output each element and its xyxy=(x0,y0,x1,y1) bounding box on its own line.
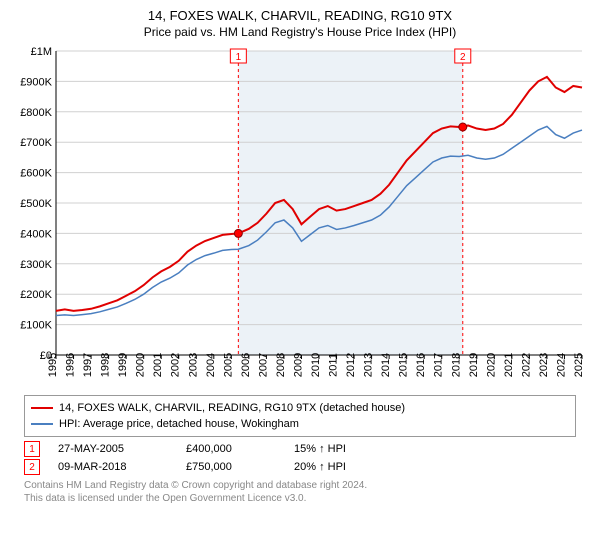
container: 14, FOXES WALK, CHARVIL, READING, RG10 9… xyxy=(0,0,600,560)
svg-text:1998: 1998 xyxy=(100,353,112,377)
svg-text:2022: 2022 xyxy=(520,353,532,377)
svg-text:2003: 2003 xyxy=(187,353,199,377)
transaction-row: 1 27-MAY-2005 £400,000 15% ↑ HPI xyxy=(24,441,600,457)
svg-text:1999: 1999 xyxy=(117,353,129,377)
svg-text:2013: 2013 xyxy=(363,353,375,377)
svg-text:2006: 2006 xyxy=(240,353,252,377)
svg-text:£700K: £700K xyxy=(20,137,52,149)
legend-swatch xyxy=(31,423,53,425)
footer-line-2: This data is licensed under the Open Gov… xyxy=(24,492,576,505)
svg-text:£300K: £300K xyxy=(20,259,52,271)
svg-text:2019: 2019 xyxy=(468,353,480,377)
svg-text:£400K: £400K xyxy=(20,228,52,240)
svg-text:2018: 2018 xyxy=(450,353,462,377)
svg-text:2012: 2012 xyxy=(345,353,357,377)
page-subtitle: Price paid vs. HM Land Registry's House … xyxy=(0,23,600,39)
svg-text:2002: 2002 xyxy=(170,353,182,377)
svg-text:1996: 1996 xyxy=(65,353,77,377)
svg-text:£500K: £500K xyxy=(20,198,52,210)
svg-text:2020: 2020 xyxy=(485,353,497,377)
svg-text:£600K: £600K xyxy=(20,168,52,180)
svg-text:£900K: £900K xyxy=(20,76,52,88)
svg-text:2023: 2023 xyxy=(538,353,550,377)
legend: 14, FOXES WALK, CHARVIL, READING, RG10 9… xyxy=(24,395,576,437)
svg-text:2021: 2021 xyxy=(503,353,515,377)
svg-text:2011: 2011 xyxy=(328,353,340,377)
page-title: 14, FOXES WALK, CHARVIL, READING, RG10 9… xyxy=(0,0,600,23)
footer-line-1: Contains HM Land Registry data © Crown c… xyxy=(24,479,576,492)
svg-text:2004: 2004 xyxy=(205,353,217,377)
transaction-date: 09-MAR-2018 xyxy=(58,461,168,473)
svg-text:2007: 2007 xyxy=(257,353,269,377)
svg-text:£800K: £800K xyxy=(20,107,52,119)
svg-text:2017: 2017 xyxy=(433,353,445,377)
chart-svg: £0£100K£200K£300K£400K£500K£600K£700K£80… xyxy=(12,45,588,391)
legend-swatch xyxy=(31,407,53,409)
svg-text:2024: 2024 xyxy=(555,353,567,377)
transaction-marker: 1 xyxy=(24,441,40,457)
svg-text:2015: 2015 xyxy=(398,353,410,377)
footer: Contains HM Land Registry data © Crown c… xyxy=(24,479,576,505)
transaction-delta: 15% ↑ HPI xyxy=(294,443,346,455)
svg-text:£200K: £200K xyxy=(20,289,52,301)
svg-text:2009: 2009 xyxy=(292,353,304,377)
chart: £0£100K£200K£300K£400K£500K£600K£700K£80… xyxy=(12,45,588,391)
transaction-row: 2 09-MAR-2018 £750,000 20% ↑ HPI xyxy=(24,459,600,475)
transactions: 1 27-MAY-2005 £400,000 15% ↑ HPI 2 09-MAR-201… xyxy=(0,441,600,475)
svg-text:£1M: £1M xyxy=(31,46,52,58)
svg-text:2016: 2016 xyxy=(415,353,427,377)
svg-text:2005: 2005 xyxy=(222,353,234,377)
svg-text:2: 2 xyxy=(460,52,466,63)
legend-item: HPI: Average price, detached house, Woki… xyxy=(31,416,569,432)
svg-text:2001: 2001 xyxy=(152,353,164,377)
transaction-price: £750,000 xyxy=(186,461,276,473)
svg-text:1997: 1997 xyxy=(82,353,94,377)
legend-label: 14, FOXES WALK, CHARVIL, READING, RG10 9… xyxy=(59,400,405,416)
svg-text:1: 1 xyxy=(236,52,242,63)
svg-text:2014: 2014 xyxy=(380,353,392,377)
svg-text:£100K: £100K xyxy=(20,320,52,332)
transaction-price: £400,000 xyxy=(186,443,276,455)
svg-text:1995: 1995 xyxy=(47,353,59,377)
svg-text:2025: 2025 xyxy=(573,353,585,377)
transaction-date: 27-MAY-2005 xyxy=(58,443,168,455)
transaction-marker: 2 xyxy=(24,459,40,475)
svg-text:2000: 2000 xyxy=(135,353,147,377)
svg-text:2008: 2008 xyxy=(275,353,287,377)
legend-label: HPI: Average price, detached house, Woki… xyxy=(59,416,299,432)
transaction-delta: 20% ↑ HPI xyxy=(294,461,346,473)
legend-item: 14, FOXES WALK, CHARVIL, READING, RG10 9… xyxy=(31,400,569,416)
svg-text:2010: 2010 xyxy=(310,353,322,377)
